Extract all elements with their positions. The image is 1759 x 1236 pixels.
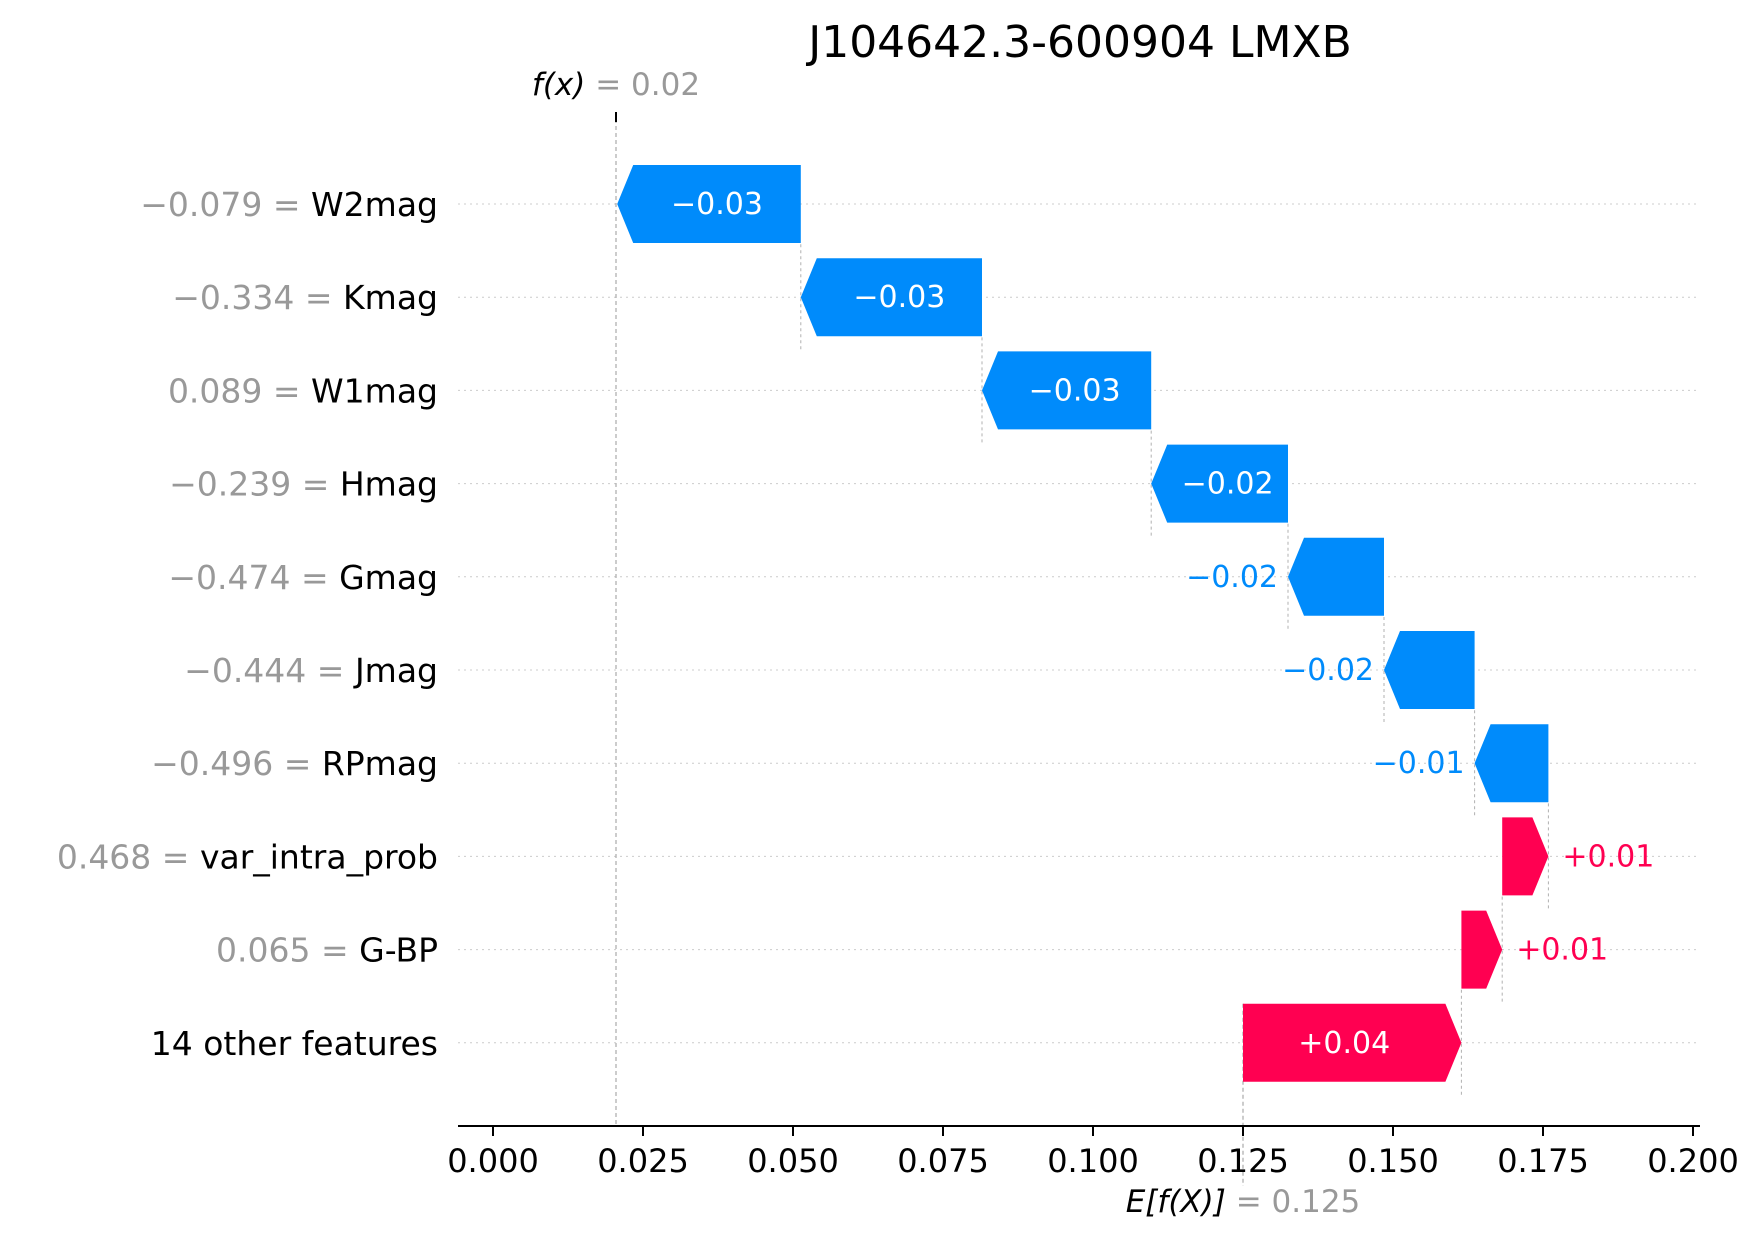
bar-value-label: −0.01	[1373, 746, 1465, 781]
bar-jmag	[1384, 631, 1475, 709]
feature-name: G-BP	[359, 931, 438, 970]
feature-name: var_intra_prob	[200, 837, 438, 876]
bar-var-intra-prob	[1502, 817, 1549, 896]
bar-w2mag	[617, 165, 801, 243]
bar-value-label: −0.03	[1029, 373, 1121, 408]
fx-label: f(x)	[532, 67, 595, 103]
bar-rpmag	[1474, 724, 1549, 803]
bar-value-label: +0.01	[1516, 933, 1608, 968]
feature-name: W1mag	[311, 371, 438, 410]
fx-annotation: f(x) = 0.02	[532, 67, 700, 103]
bar-value-label: −0.03	[853, 280, 945, 315]
x-tick-label: 0.050	[747, 1142, 839, 1180]
x-tick-label: 0.025	[597, 1142, 689, 1180]
bars	[617, 165, 1549, 1082]
bar-value-label: +0.04	[1298, 1026, 1390, 1061]
feature-name: Kmag	[343, 278, 438, 317]
feature-label: −0.079 = W2mag	[140, 185, 438, 224]
feature-name: Jmag	[353, 651, 438, 690]
bar-gmag	[1288, 537, 1384, 616]
feature-label: −0.496 = RPmag	[151, 744, 438, 783]
feature-name: RPmag	[322, 744, 438, 783]
feature-label: −0.334 = Kmag	[172, 278, 438, 317]
x-tick-label: 0.175	[1497, 1142, 1589, 1180]
feature-label: 0.065 = G-BP	[216, 931, 438, 970]
feature-value: −0.474 =	[168, 558, 339, 597]
x-tick-label: 0.000	[447, 1142, 539, 1180]
bar-kmag	[800, 258, 982, 337]
feature-label: −0.474 = Gmag	[168, 558, 438, 597]
x-tick-label: 0.075	[897, 1142, 989, 1180]
bar-value-label: −0.03	[671, 187, 763, 222]
x-tick-label: 0.150	[1347, 1142, 1439, 1180]
feature-value: −0.079 =	[140, 185, 311, 224]
base-label: E[f(X)]	[1126, 1184, 1236, 1220]
fx-value: = 0.02	[595, 67, 700, 103]
feature-value: −0.496 =	[151, 744, 322, 783]
feature-value: 0.089 =	[168, 371, 311, 410]
feature-label: −0.239 = Hmag	[169, 465, 438, 504]
row-labels: −0.03−0.079 = W2mag−0.03−0.334 = Kmag−0.…	[57, 185, 1655, 1063]
bar-value-label: −0.02	[1182, 467, 1274, 502]
bar-value-label: +0.01	[1562, 839, 1654, 874]
feature-name: W2mag	[311, 185, 438, 224]
feature-value: −0.334 =	[172, 278, 343, 317]
x-tick-label: 0.200	[1647, 1142, 1739, 1180]
base-annotation: E[f(X)] = 0.125	[1126, 1184, 1361, 1220]
feature-label: 0.468 = var_intra_prob	[57, 837, 438, 876]
row-gridlines	[458, 203, 1700, 1044]
bar-14-other-features	[1243, 1003, 1462, 1082]
feature-value: 0.468 =	[57, 837, 200, 876]
feature-label: 14 other features	[151, 1024, 438, 1063]
bar-g-bp	[1461, 910, 1503, 989]
feature-label: −0.444 = Jmag	[184, 651, 438, 690]
chart-title: J104642.3-600904 LMXB	[805, 17, 1352, 68]
x-tick-label: 0.125	[1197, 1142, 1289, 1180]
annotations: f(x) = 0.02 E[f(X)] = 0.125	[532, 67, 1360, 1220]
feature-name: Gmag	[339, 558, 438, 597]
feature-name: 14 other features	[151, 1024, 438, 1063]
feature-value: −0.239 =	[169, 465, 340, 504]
base-value: = 0.125	[1236, 1184, 1361, 1220]
bar-value-label: −0.02	[1282, 653, 1374, 688]
x-tick-label: 0.100	[1047, 1142, 1139, 1180]
bar-w1mag	[982, 351, 1152, 430]
bar-value-label: −0.02	[1186, 560, 1278, 595]
feature-label: 0.089 = W1mag	[168, 371, 438, 410]
feature-name: Hmag	[340, 465, 438, 504]
bar-hmag	[1151, 444, 1288, 523]
x-axis: 0.000 0.025 0.050 0.075 0.100 0.125 0.150 0.175…	[447, 1125, 1739, 1180]
feature-value: 0.065 =	[216, 931, 359, 970]
feature-value: −0.444 =	[184, 651, 355, 690]
